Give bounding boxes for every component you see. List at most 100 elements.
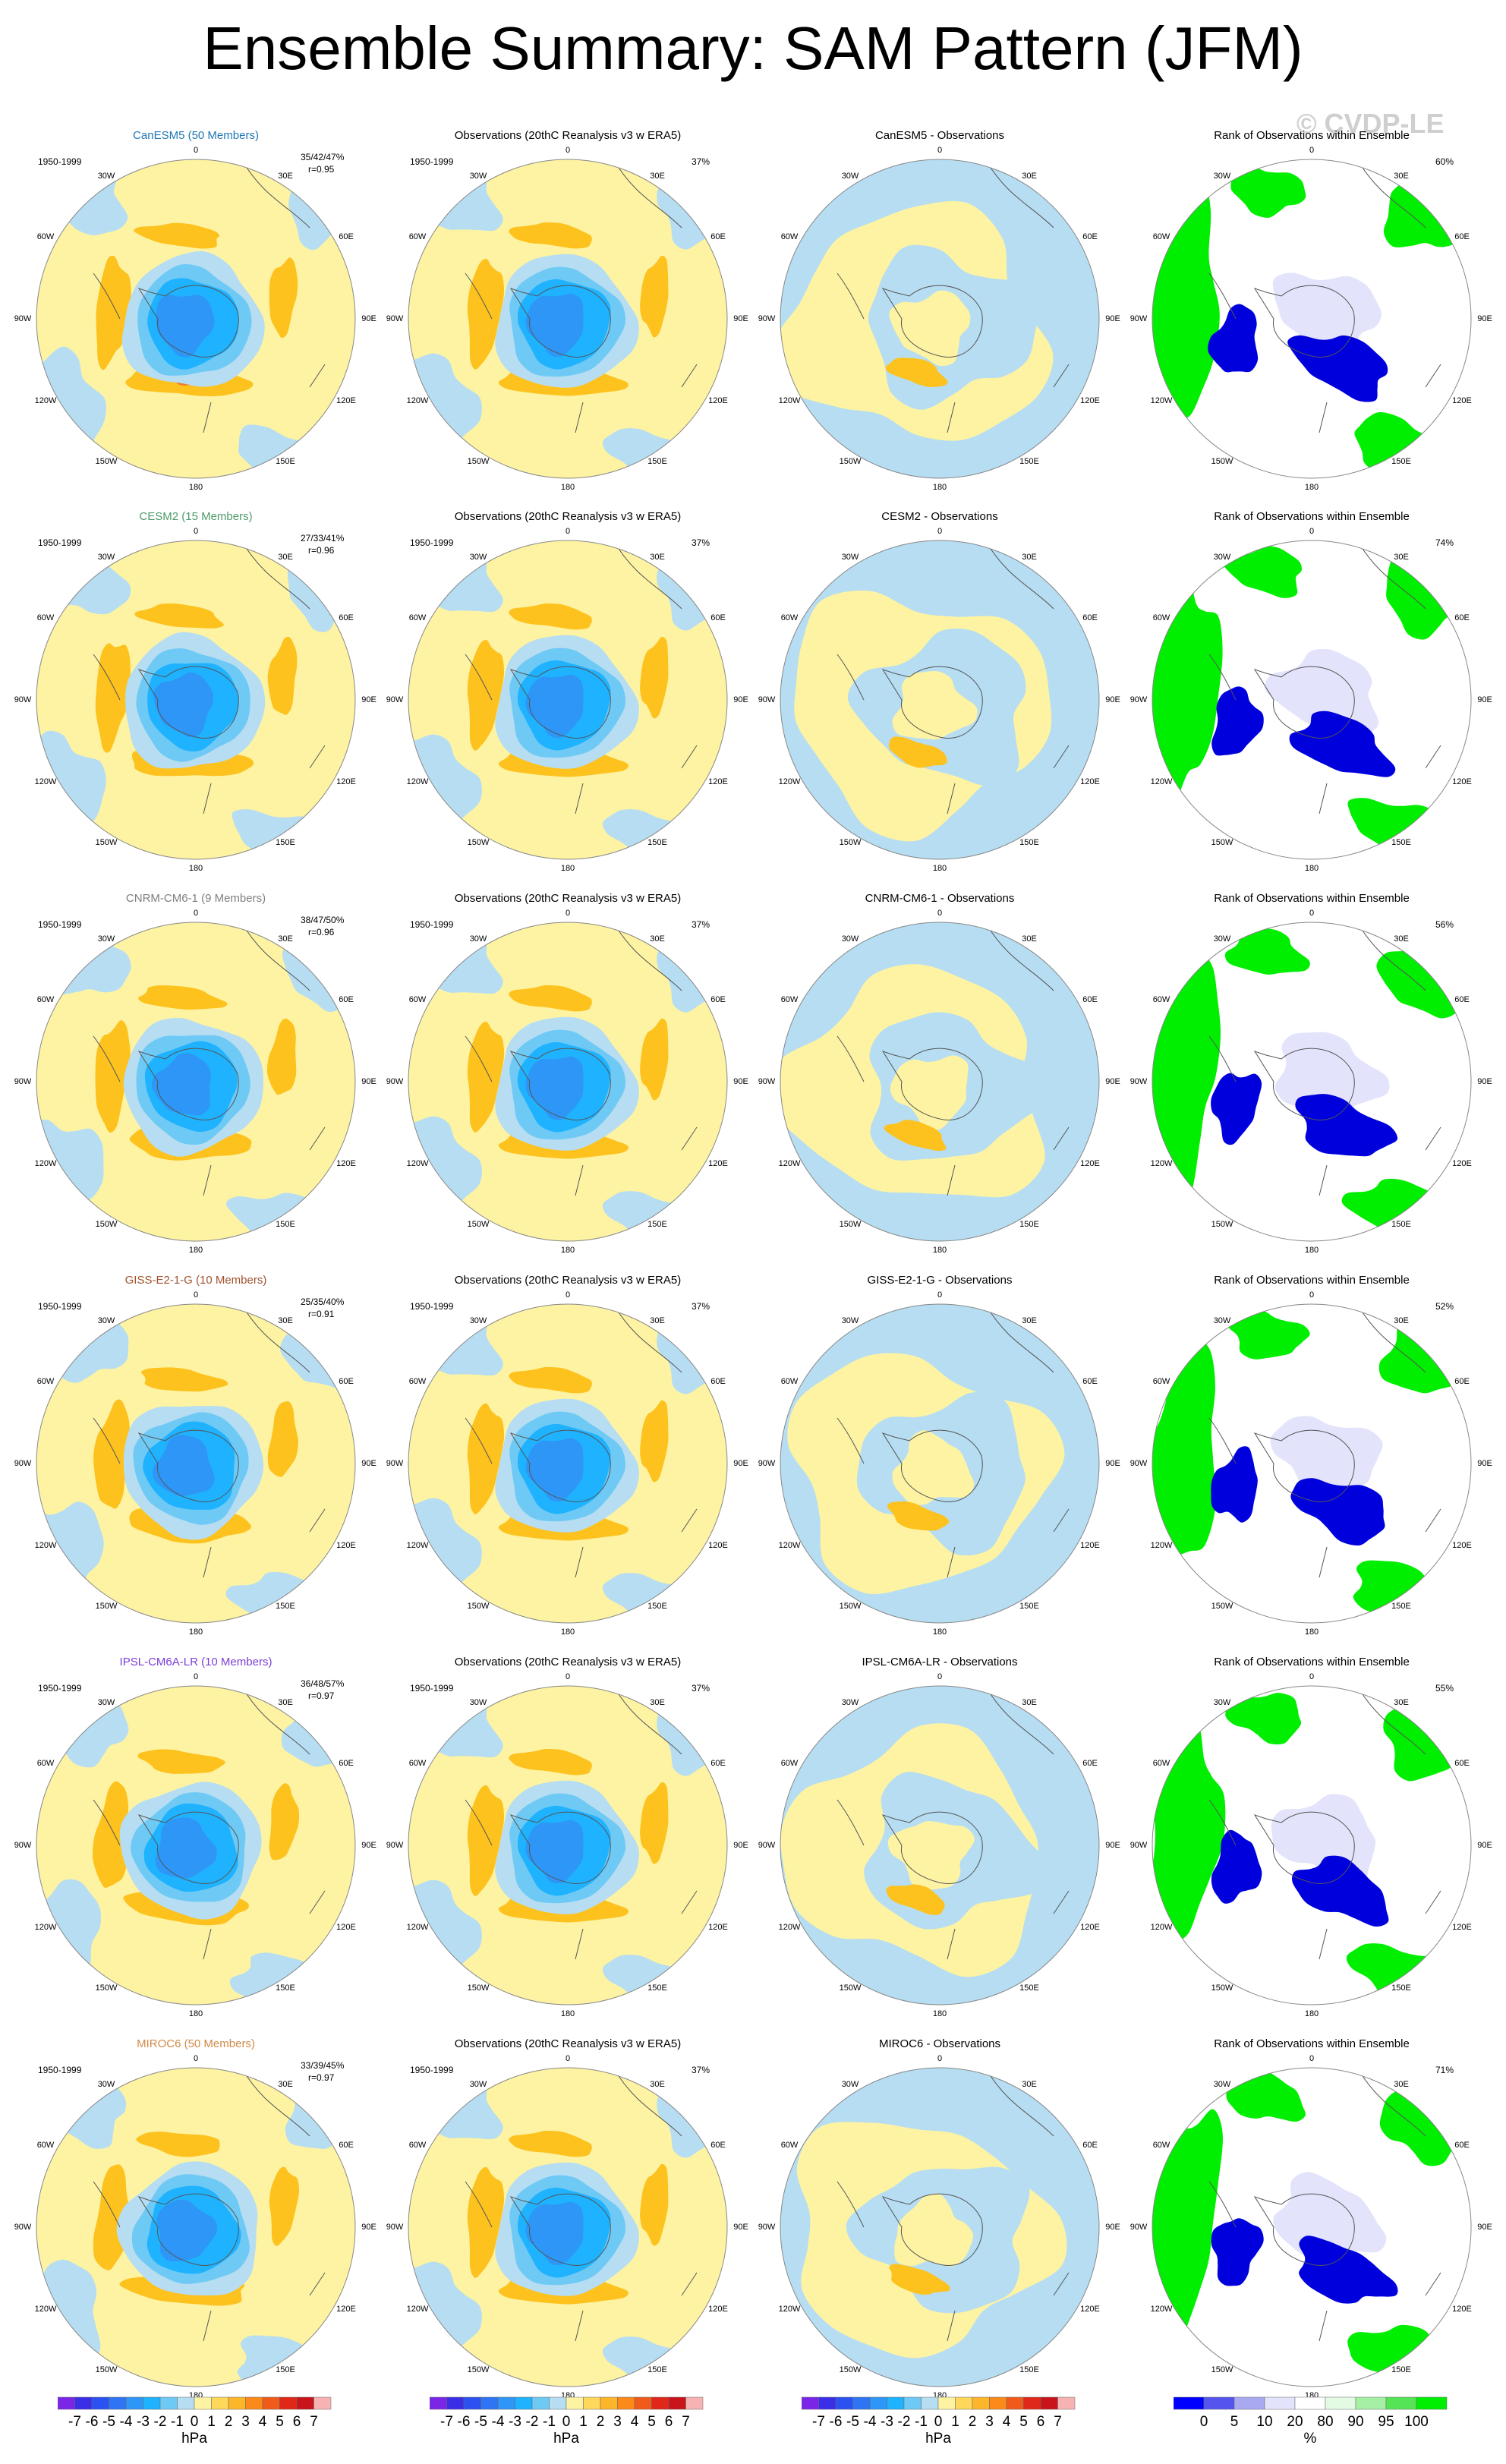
degree-label: 120W [34,396,57,405]
rank-title: Rank of Observations within Ensemble [1214,1656,1410,1668]
degree-label: 90E [1105,695,1120,704]
degree-label: 150W [467,1602,490,1611]
degree-label: 90W [758,2223,776,2232]
degree-label: 30W [469,172,487,181]
model-correlation: r=0.97 [308,1690,335,1701]
degree-label: 30E [650,934,665,944]
colorbar-tick-label: -5 [846,2414,859,2430]
degree-label: 30E [650,1698,665,1707]
period-label: 1950-1999 [410,2065,454,2075]
degree-label: 60W [408,995,427,1004]
degree-label: 150E [1019,1983,1039,1993]
period-label: 1950-1999 [410,1301,454,1312]
colorbar-swatch [887,2396,905,2410]
degree-label: 60E [1082,2141,1098,2150]
colorbar-tick-label: 7 [1054,2414,1062,2430]
degree-label: 90W [758,1459,776,1468]
degree-label: 120W [778,396,801,405]
obs-map [408,1685,728,2006]
colorbar-tick-label: 100 [1404,2414,1429,2430]
obs-percent: 37% [692,1301,710,1312]
colorbar-tick-label: -4 [863,2414,877,2430]
degree-label: 90W [758,695,776,704]
period-label: 1950-1999 [410,537,454,548]
model-title: MIROC6 (50 Members) [137,2037,255,2050]
degree-label: 60W [1152,995,1170,1004]
degree-label: 90E [361,1841,376,1850]
degree-label: 60W [1152,2141,1170,2150]
colorbar-swatch [1355,2396,1387,2410]
degree-label: 90W [1130,2223,1148,2232]
colorbar-swatch [480,2396,499,2410]
degree-label: 30E [1022,1316,1037,1325]
degree-label: 120E [1080,2305,1100,2314]
colorbar-tick-label: -2 [525,2414,539,2430]
colorbar-swatch [1325,2396,1356,2410]
degree-label: 30E [278,553,293,562]
degree-label: 0 [937,1672,943,1681]
obs-title: Observations (20thC Reanalysis v3 w ERA5… [454,2037,682,2050]
degree-label: 120E [1080,1923,1100,1932]
period-label: 1950-1999 [38,919,82,930]
degree-label: 150E [1391,2365,1411,2374]
degree-label: 0 [193,909,199,918]
degree-label: 60E [1082,995,1098,1004]
degree-label: 60E [339,1759,354,1768]
rank-percent: 60% [1435,156,1454,167]
colorbar-swatch [177,2396,195,2410]
degree-label: 0 [1309,1290,1315,1300]
colorbar-swatch [279,2396,298,2410]
colorbar-tick-label: 6 [1036,2414,1045,2430]
obs-title: Observations (20thC Reanalysis v3 w ERA5… [454,129,682,142]
period-label: 1950-1999 [410,156,454,167]
degree-label: 120W [34,1541,57,1550]
model-correlation: r=0.91 [308,1309,335,1319]
rank-map [1152,922,1472,1242]
degree-label: 90W [14,1077,32,1086]
degree-label: 0 [193,1672,199,1681]
degree-label: 120E [708,396,728,405]
degree-label: 0 [193,146,199,155]
degree-label: 90E [361,314,376,323]
degree-label: 150W [95,1602,118,1611]
model-stats: 27/33/41% [301,533,345,544]
degree-label: 120E [1080,1159,1100,1168]
model-map [36,540,356,860]
colorbar-tick-label: -6 [85,2414,99,2430]
obs-map [408,1303,728,1624]
degree-label: 0 [937,1290,943,1300]
degree-label: 60W [36,613,55,622]
colorbar-tick-label: 3 [241,2414,250,2430]
degree-label: 150E [647,838,667,847]
rank-percent: 56% [1435,919,1454,930]
rank-title: Rank of Observations within Ensemble [1214,2037,1410,2050]
degree-label: 120W [406,1923,429,1932]
degree-label: 30W [841,934,859,944]
colorbar-tick-label: 80 [1317,2414,1334,2430]
colorbar-tick-label: 4 [258,2414,267,2430]
degree-label: 30W [469,553,487,562]
colorbar-swatch [1057,2396,1076,2410]
degree-label: 150E [1391,457,1411,466]
rank-colorbar [1174,2396,1448,2410]
model-stats: 38/47/50% [301,915,345,925]
degree-label: 120W [778,1541,801,1550]
degree-label: 0 [565,146,571,155]
colorbar-swatch [211,2396,229,2410]
hpa-colorbar [58,2396,332,2410]
rank-map [1152,159,1472,479]
degree-label: 30W [841,2080,859,2089]
degree-label: 60E [339,613,354,622]
degree-label: 180 [932,1627,947,1637]
colorbar-tick-label: -7 [812,2414,825,2430]
colorbar-swatch [313,2396,332,2410]
colorbar-tick-label: 3 [985,2414,994,2430]
model-stats: 35/42/47% [301,152,345,162]
degree-label: 150E [276,1220,295,1229]
degree-label: 120E [1452,777,1472,786]
colorbar-swatch [143,2396,161,2410]
colorbar-tick-label: -1 [915,2414,928,2430]
degree-label: 150W [467,457,490,466]
degree-label: 90W [758,1077,776,1086]
degree-label: 150W [839,457,862,466]
